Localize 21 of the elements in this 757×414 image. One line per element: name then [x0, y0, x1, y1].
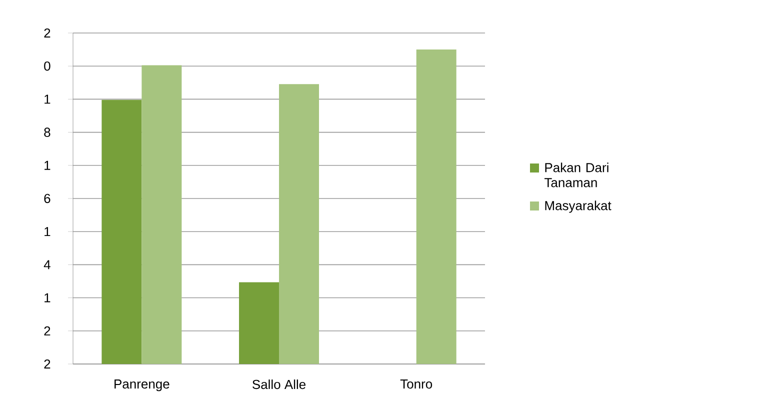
x-tick-label: Panrenge: [114, 380, 170, 392]
text: 4: [44, 260, 50, 270]
text: 2: [44, 359, 50, 369]
bar: [142, 65, 182, 364]
bar: [416, 50, 456, 364]
bar: [279, 84, 320, 364]
text: 6: [44, 194, 50, 204]
bar: [239, 282, 280, 364]
text: 1: [44, 293, 50, 302]
x-tick-label: Sallo Alle: [252, 380, 306, 390]
text: 1: [44, 94, 50, 104]
x-tick-label: Tonro: [400, 380, 432, 389]
legend-label: Masyarakat: [545, 200, 612, 213]
text: 2: [44, 28, 50, 38]
text: 8: [44, 128, 50, 137]
text: 2: [44, 326, 50, 336]
text: 1: [44, 227, 50, 236]
legend-label: Pakan Dari Tanaman: [544, 162, 608, 188]
text: 0: [44, 61, 50, 71]
bar: [102, 100, 142, 364]
text: 1: [44, 160, 50, 170]
